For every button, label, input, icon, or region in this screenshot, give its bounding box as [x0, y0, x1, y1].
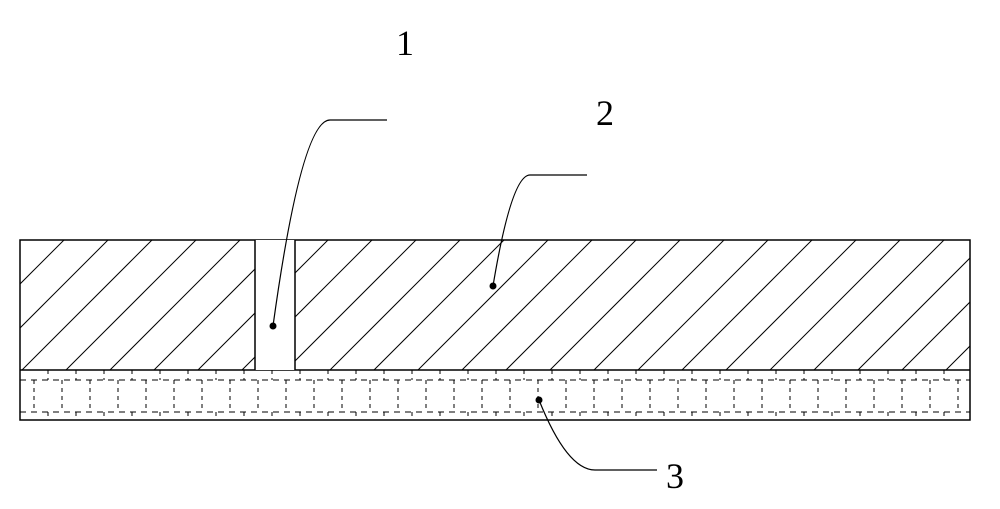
callout-label-3: 3 [666, 456, 684, 496]
technical-cross-section-diagram: 1 2 3 [0, 0, 1000, 509]
panel-outline [20, 240, 970, 420]
gap-slot [255, 240, 295, 370]
callout-leader [493, 175, 587, 286]
bottom-ticks [34, 380, 958, 412]
callout-2: 2 [490, 93, 615, 290]
callout-label-2: 2 [596, 93, 614, 133]
hatch-left-region [0, 240, 1000, 370]
callout-label-1: 1 [396, 23, 414, 63]
bottom-ticks-outer [48, 370, 944, 420]
hatch-right-region [0, 240, 1000, 370]
callout-leader [539, 400, 657, 470]
diagram-svg: 1 2 3 [0, 0, 1000, 509]
callout-3: 3 [536, 397, 685, 497]
